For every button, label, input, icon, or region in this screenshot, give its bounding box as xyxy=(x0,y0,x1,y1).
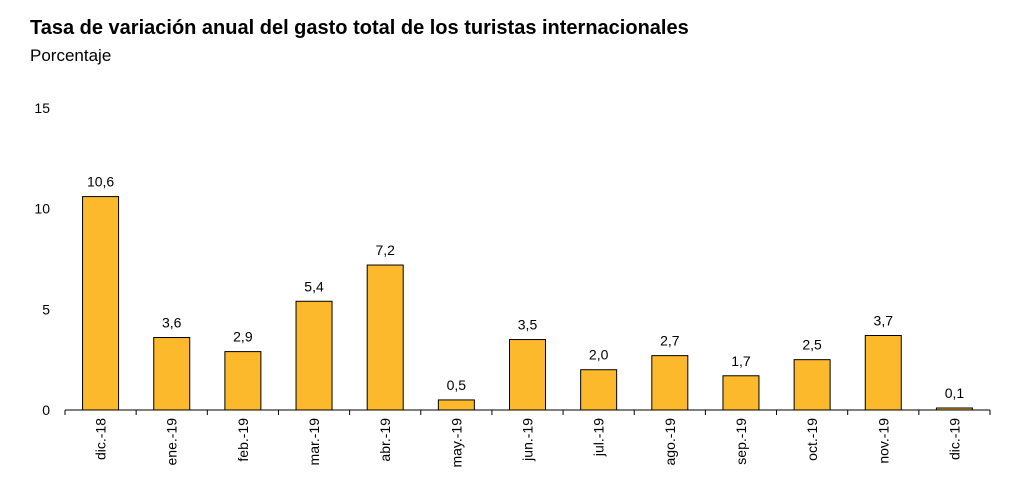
data-label: 2,0 xyxy=(589,347,609,363)
data-label: 2,9 xyxy=(233,329,253,345)
x-tick-label: sep.-19 xyxy=(733,418,749,465)
bar-abr.-19 xyxy=(366,264,404,411)
bar-sep.-19 xyxy=(722,375,760,411)
data-label: 2,5 xyxy=(802,337,822,353)
chart-title: Tasa de variación anual del gasto total … xyxy=(30,17,689,39)
chart-subtitle: Porcentaje xyxy=(30,46,112,65)
data-label: 3,7 xyxy=(874,313,894,329)
x-tick-label: ene.-19 xyxy=(164,418,180,466)
x-tick-label: abr.-19 xyxy=(377,418,393,462)
x-tick-label: may.-19 xyxy=(448,418,464,468)
bar-nov.-19 xyxy=(864,335,902,411)
data-label: 2,7 xyxy=(660,333,680,349)
x-tick-label: dic.-18 xyxy=(93,418,109,460)
bar-feb.-19 xyxy=(224,351,262,411)
data-label: 0,1 xyxy=(945,385,965,401)
data-label: 1,7 xyxy=(731,353,751,369)
x-tick-label: jun.-19 xyxy=(520,418,536,462)
x-tick-label: jul.-19 xyxy=(591,418,607,457)
y-tick-label: 5 xyxy=(42,301,50,317)
bar-may.-19 xyxy=(437,399,475,411)
bar-mar.-19 xyxy=(295,300,333,411)
bar-dic.-18 xyxy=(82,196,120,411)
bar-ago.-19 xyxy=(651,355,689,411)
bar-jul.-19 xyxy=(580,369,618,411)
data-label: 3,6 xyxy=(162,315,182,331)
y-tick-label: 15 xyxy=(34,100,50,116)
x-tick-label: oct.-19 xyxy=(804,418,820,461)
x-tick-label: nov.-19 xyxy=(875,418,891,464)
y-tick-label: 0 xyxy=(42,402,50,418)
x-tick-label: mar.-19 xyxy=(306,418,322,466)
bar-ene.-19 xyxy=(153,337,191,411)
data-label: 5,4 xyxy=(304,278,324,294)
bar-oct.-19 xyxy=(793,359,831,411)
x-tick-label: ago.-19 xyxy=(662,418,678,466)
y-tick-label: 10 xyxy=(34,201,50,217)
data-label: 3,5 xyxy=(518,317,538,333)
x-tick-label: dic.-19 xyxy=(946,418,962,460)
data-label: 7,2 xyxy=(375,242,395,258)
x-tick-label: feb.-19 xyxy=(235,418,251,462)
bar-jun.-19 xyxy=(509,339,546,411)
data-label: 0,5 xyxy=(447,377,467,393)
data-label: 10,6 xyxy=(87,174,114,190)
